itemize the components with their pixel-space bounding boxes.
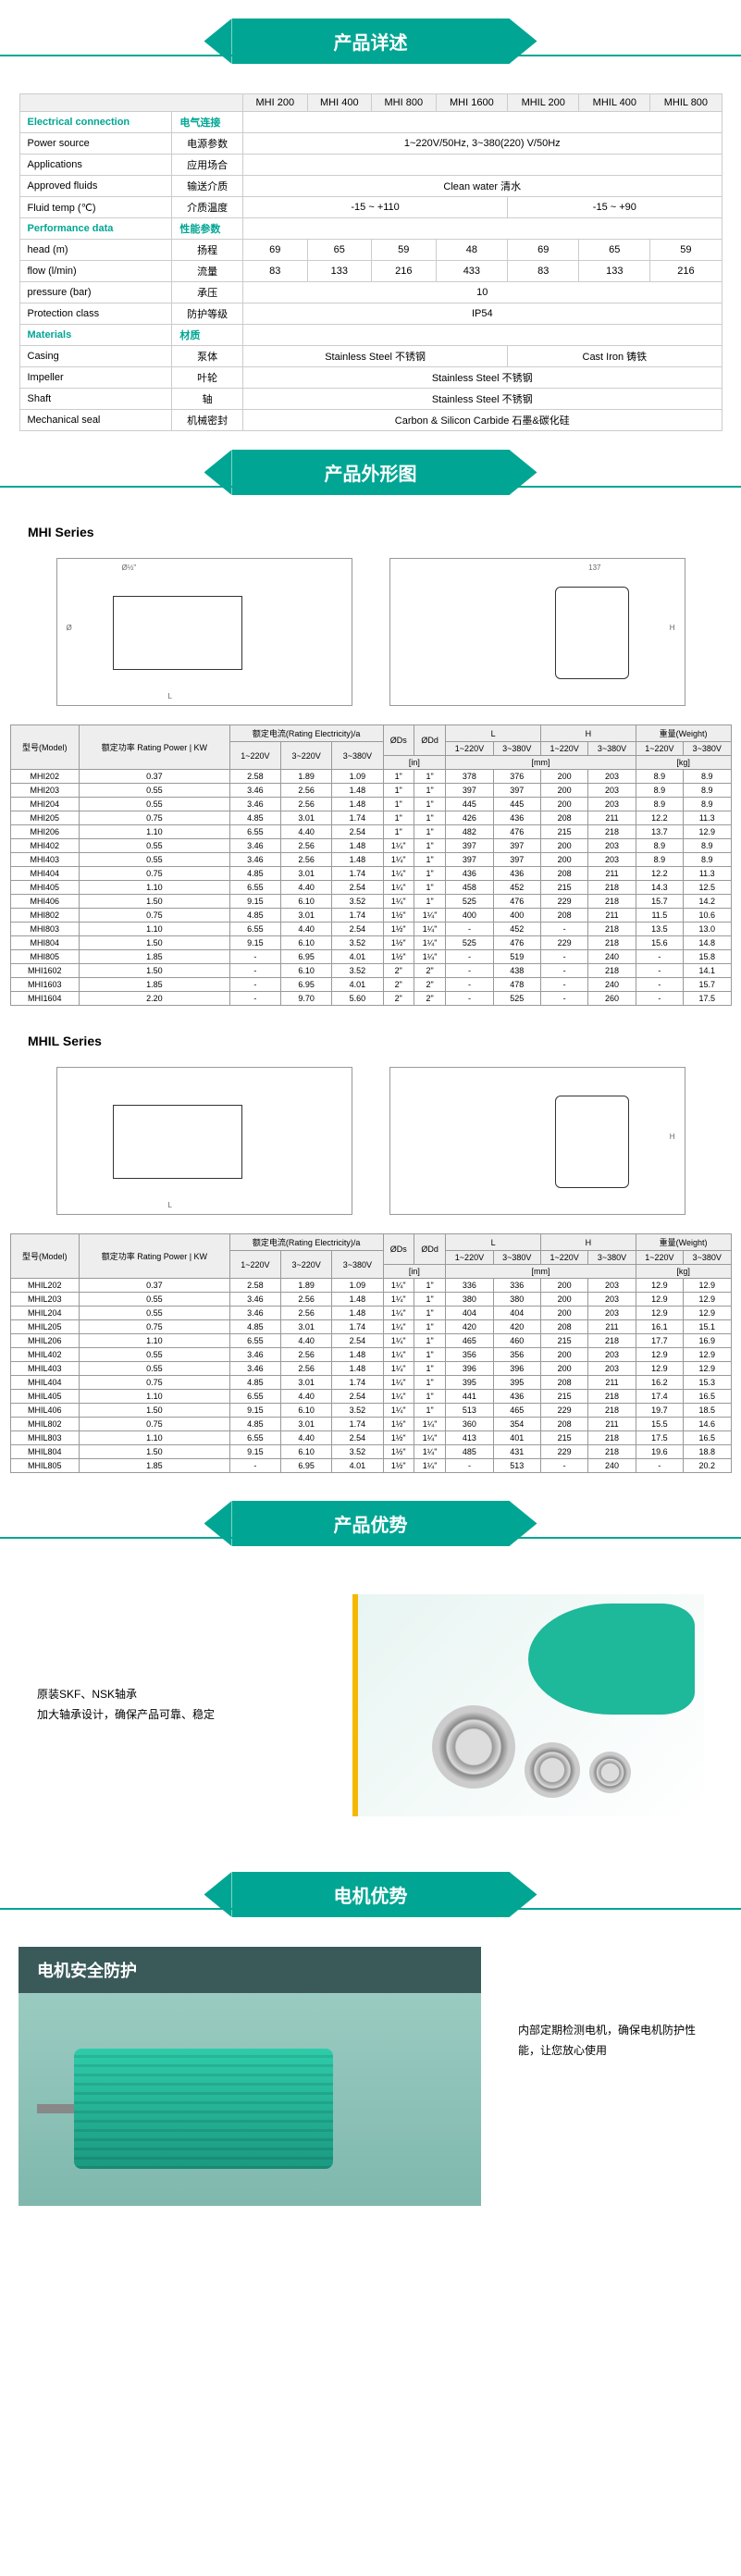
table-row: MHI2061.106.554.402.541"1"48247621521813…	[10, 825, 731, 839]
table-row: MHI16031.85-6.954.012"2"-478-240-15.7	[10, 978, 731, 992]
table-row: MHIL2050.754.853.011.741¼"1"420420208211…	[10, 1320, 731, 1334]
table-row: MHIL8041.509.156.103.521½"1¼"48543122921…	[10, 1445, 731, 1459]
table-row: MHI8041.509.156.103.521½"1¼"525476229218…	[10, 936, 731, 950]
section-motor-title: 电机优势	[232, 1872, 510, 1917]
table-row: MHIL8051.85-6.954.011½"1¼"-513-240-20.2	[10, 1459, 731, 1473]
table-row: MHI4061.509.156.103.521¼"1"5254762292181…	[10, 895, 731, 909]
table-row: MHIL2020.372.581.891.091¼"1"336336200203…	[10, 1279, 731, 1293]
motor-text: 内部定期检测电机，确保电机防护性能，让您放心使用	[500, 1947, 722, 2206]
table-row: MHI8051.85-6.954.011½"1¼"-519-240-15.8	[10, 950, 731, 964]
table-row: MHI8020.754.853.011.741½"1¼"400400208211…	[10, 909, 731, 923]
front-view-diagram: H	[389, 1067, 685, 1215]
table-row: MHIL8031.106.554.402.541½"1¼"41340121521…	[10, 1431, 731, 1445]
front-view-diagram: 137 H	[389, 558, 685, 706]
table-row: MHIL4061.509.156.103.521¼"1"513465229218…	[10, 1404, 731, 1418]
motor-header: 电机安全防护	[19, 1947, 481, 1993]
section-details-title: 产品详述	[232, 19, 510, 64]
table-row: MHIL4030.553.462.561.481¼"1"396396200203…	[10, 1362, 731, 1376]
section-outline-title: 产品外形图	[232, 450, 510, 495]
table-row: MHI2050.754.853.011.741"1"42643620821112…	[10, 811, 731, 825]
mhi-series-title: MHI Series	[28, 525, 741, 539]
spec-header-row: MHI 200 MHI 400 MHI 800 MHI 1600 MHIL 20…	[19, 94, 722, 112]
mhil-series-title: MHIL Series	[28, 1034, 741, 1048]
mhi-diagram-row: Ø L Ø½" 137 H	[0, 558, 741, 706]
table-row: MHI4020.553.462.561.481¼"1"3973972002038…	[10, 839, 731, 853]
mhi-dimension-table: 型号(Model) 额定功率 Rating Power | KW 额定电流(Ra…	[10, 724, 732, 1006]
table-row: MHI2020.372.581.891.091"1"3783762002038.…	[10, 770, 731, 784]
table-row: MHIL4051.106.554.402.541¼"1"441436215218…	[10, 1390, 731, 1404]
advantage-text: 原装SKF、NSK轴承 加大轴承设计，确保产品可靠、稳定	[37, 1685, 334, 1725]
motor-image: 电机安全防护	[19, 1947, 481, 2206]
side-view-diagram: Ø L Ø½"	[56, 558, 352, 706]
table-row: MHIL2040.553.462.561.481¼"1"404404200203…	[10, 1307, 731, 1320]
table-row: MHI16042.20-9.705.602"2"-525-260-17.5	[10, 992, 731, 1006]
table-row: MHIL8020.754.853.011.741½"1¼"36035420821…	[10, 1418, 731, 1431]
table-row: MHI2030.553.462.561.481"1"3973972002038.…	[10, 784, 731, 798]
table-row: MHIL4040.754.853.011.741¼"1"395395208211…	[10, 1376, 731, 1390]
spec-table: MHI 200 MHI 400 MHI 800 MHI 1600 MHIL 20…	[19, 93, 722, 431]
table-row: MHI4040.754.853.011.741¼"1"4364362082111…	[10, 867, 731, 881]
section-advantage-title: 产品优势	[232, 1501, 510, 1546]
mhil-dimension-table: 型号(Model) 额定功率 Rating Power | KW 额定电流(Ra…	[10, 1233, 732, 1473]
table-row: MHIL2061.106.554.402.541¼"1"465460215218…	[10, 1334, 731, 1348]
mhil-diagram-row: L H	[0, 1067, 741, 1215]
motor-section: 电机安全防护 内部定期检测电机，确保电机防护性能，让您放心使用	[0, 1947, 741, 2243]
advantage-section: 原装SKF、NSK轴承 加大轴承设计，确保产品可靠、稳定	[0, 1576, 741, 1835]
table-row: MHIL4020.553.462.561.481¼"1"356356200203…	[10, 1348, 731, 1362]
side-view-diagram: L	[56, 1067, 352, 1215]
table-row: MHI8031.106.554.402.541½"1¼"-452-21813.5…	[10, 923, 731, 936]
table-row: MHIL2030.553.462.561.481¼"1"380380200203…	[10, 1293, 731, 1307]
table-row: MHI16021.50-6.103.522"2"-438-218-14.1	[10, 964, 731, 978]
table-row: MHI4051.106.554.402.541¼"1"4584522152181…	[10, 881, 731, 895]
bearing-image	[352, 1594, 704, 1816]
table-row: MHI4030.553.462.561.481¼"1"3973972002038…	[10, 853, 731, 867]
table-row: MHI2040.553.462.561.481"1"4454452002038.…	[10, 798, 731, 811]
